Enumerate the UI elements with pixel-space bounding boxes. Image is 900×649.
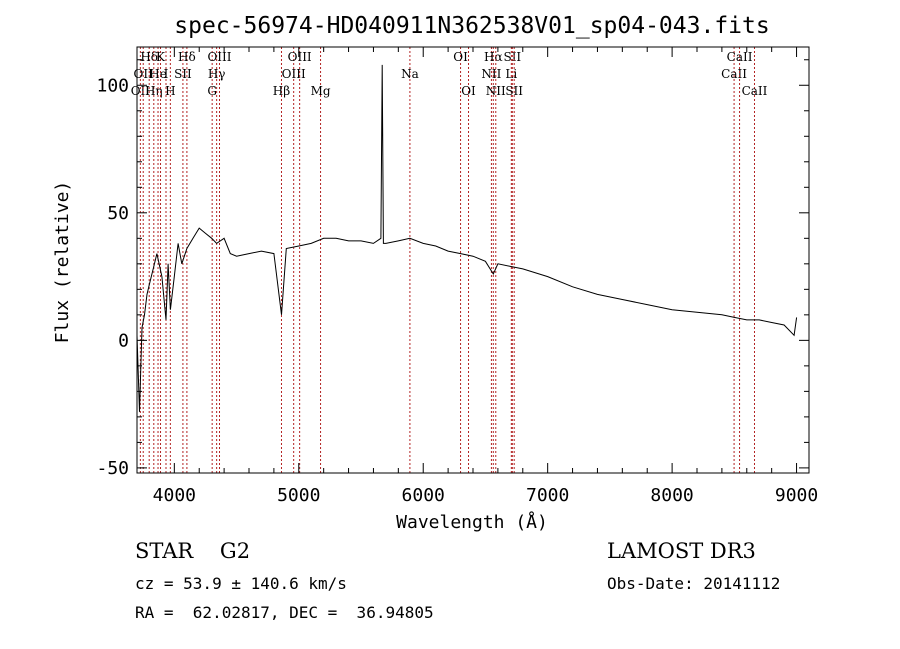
line-label-27: CaII: [727, 50, 753, 64]
line-label-16: Mg: [311, 84, 331, 98]
line-label-21: Hα: [484, 50, 503, 64]
line-label-11: Hγ: [208, 67, 226, 81]
line-label-28: CaII: [742, 84, 768, 98]
x-tick-label-0: 4000: [153, 485, 196, 506]
axes: 4000 5000 6000 7000 8000 9000 -50 0 50 100: [96, 47, 818, 506]
x-tick-label-5: 9000: [775, 485, 818, 506]
line-label-24: SII: [503, 50, 521, 64]
spectral-line-markers: OIIOIIHδHηHeKIHSIIHδGHγOIIIHβOIIIOIIIMgN…: [131, 47, 768, 473]
obs-date: Obs-Date: 20141112: [607, 574, 781, 593]
line-label-8: SII: [174, 67, 192, 81]
x-tick-label-3: 7000: [526, 485, 569, 506]
redshift-value: cz = 53.9 ± 140.6 km/s: [135, 574, 347, 593]
line-label-14: OIII: [282, 67, 306, 81]
line-label-0: OII: [131, 84, 151, 98]
survey-name: LAMOST DR3: [607, 539, 756, 563]
line-label-1: OII: [134, 67, 154, 81]
plot-frame: [136, 46, 810, 474]
line-label-19: OI: [461, 84, 476, 98]
line-label-9: Hδ: [178, 50, 196, 64]
line-label-17: Na: [401, 67, 419, 81]
line-label-15: OIII: [288, 50, 312, 64]
series-layer: [136, 64, 798, 412]
line-label-6: I: [164, 67, 169, 81]
line-label-26: CaII: [721, 67, 747, 81]
chart-title: spec-56974-HD040911N362538V01_sp04-043.f…: [174, 13, 769, 39]
y-tick-label-0: -50: [96, 458, 129, 479]
series-spectrum: [136, 64, 798, 412]
line-label-22: NII: [486, 84, 506, 98]
coordinates: RA = 62.02817, DEC = 36.94805: [135, 603, 434, 622]
line-label-25: SII: [505, 84, 523, 98]
y-tick-label-2: 50: [107, 203, 129, 224]
line-label-7: H: [165, 84, 175, 98]
line-label-10: G: [207, 84, 217, 98]
line-label-18: OI: [453, 50, 468, 64]
x-tick-label-4: 8000: [650, 485, 693, 506]
line-label-12: OIII: [207, 50, 231, 64]
x-axis-label: Wavelength (Å): [396, 511, 548, 533]
object-class: STAR G2: [135, 539, 251, 563]
line-label-23: Li: [505, 67, 517, 81]
line-label-5: K: [156, 50, 166, 64]
x-tick-label-1: 5000: [277, 485, 320, 506]
y-axis-label: Flux (relative): [52, 181, 73, 344]
line-label-4: He: [149, 67, 167, 81]
y-tick-label-3: 100: [96, 75, 129, 96]
line-label-13: Hβ: [273, 84, 290, 98]
y-tick-label-1: 0: [118, 330, 129, 351]
x-tick-label-2: 6000: [402, 485, 445, 506]
line-label-20: NII: [481, 67, 501, 81]
line-label-3: Hη: [145, 84, 163, 98]
